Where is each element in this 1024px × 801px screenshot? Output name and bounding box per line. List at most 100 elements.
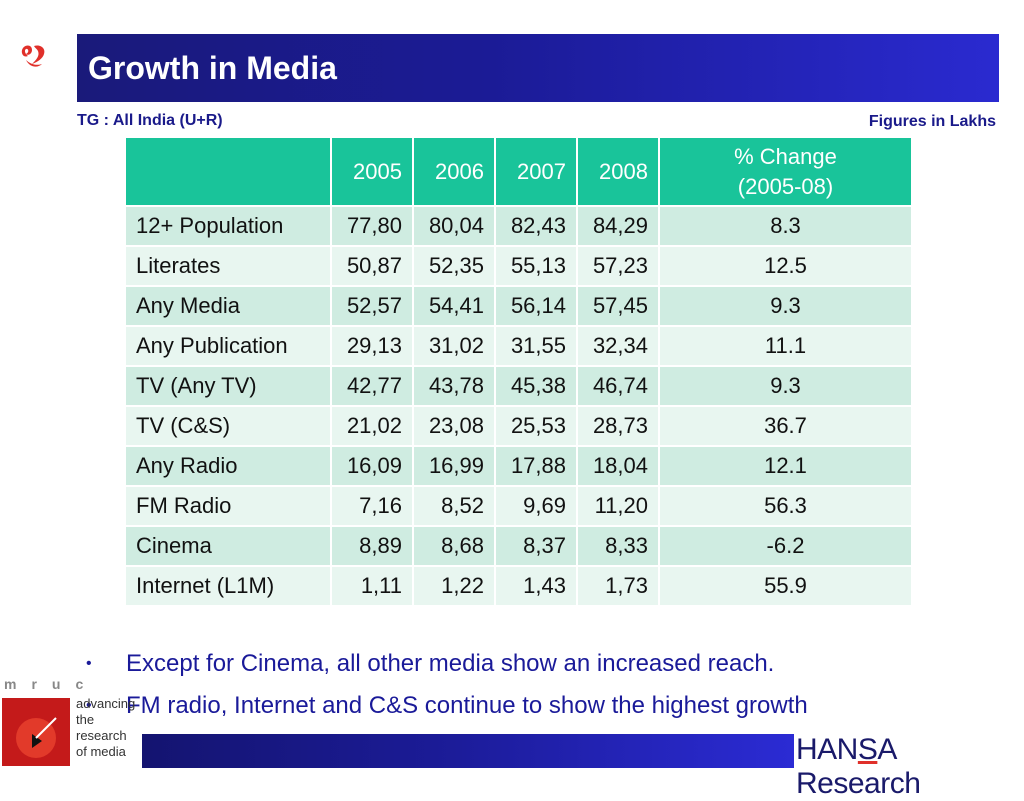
value-cell: 54,41 [412, 285, 496, 327]
value-cell: 52,35 [412, 245, 496, 287]
bullet-list: • Except for Cinema, all other media show… [86, 646, 808, 730]
header-cell: % Change (2005-08) [658, 136, 913, 207]
value-cell: 52,57 [330, 285, 414, 327]
value-cell: 56,14 [494, 285, 578, 327]
value-cell: 8,89 [330, 525, 414, 567]
value-cell: 32,34 [576, 325, 660, 367]
mruc-tagline-line: the [76, 712, 95, 727]
value-cell: 8,68 [412, 525, 496, 567]
header-cell: 2005 [330, 136, 414, 207]
bullet-dot-icon: • [86, 697, 92, 714]
row-label: Internet (L1M) [124, 565, 332, 607]
value-cell: 77,80 [330, 205, 414, 247]
footer-bar [142, 734, 794, 768]
value-cell: 8,33 [576, 525, 660, 567]
mruc-logo-icon [2, 698, 70, 766]
table-row: Any Media 52,57 54,41 56,14 57,45 9.3 [124, 285, 913, 327]
media-growth-table: 2005 2006 2007 2008% Change (2005-08) 12+ Po… [124, 136, 913, 607]
value-cell: 25,53 [494, 405, 578, 447]
row-label: Any Media [124, 285, 332, 327]
value-cell: 11,20 [576, 485, 660, 527]
row-label: TV (Any TV) [124, 365, 332, 407]
table-row: Any Radio 16,09 16,99 17,88 18,04 12.1 [124, 445, 913, 487]
value-cell: 1,22 [412, 565, 496, 607]
value-cell: 17,88 [494, 445, 578, 487]
value-cell: 45,38 [494, 365, 578, 407]
row-label: Any Publication [124, 325, 332, 367]
table-row: Any Publication 29,13 31,02 31,55 32,34 11.1 [124, 325, 913, 367]
value-cell: 57,23 [576, 245, 660, 287]
value-cell: 28,73 [576, 405, 660, 447]
value-cell: 9,69 [494, 485, 578, 527]
value-cell: 7,16 [330, 485, 414, 527]
header-cell: 2008 [576, 136, 660, 207]
value-cell: 1,43 [494, 565, 578, 607]
value-cell: 43,78 [412, 365, 496, 407]
pct-change-cell: 12.5 [658, 245, 913, 287]
value-cell: 29,13 [330, 325, 414, 367]
bullet-text: FM radio, Internet and C&S continue to s… [126, 692, 808, 719]
row-label: TV (C&S) [124, 405, 332, 447]
value-cell: 42,77 [330, 365, 414, 407]
table-row: Internet (L1M) 1,11 1,22 1,43 1,73 55.9 [124, 565, 913, 607]
header-cell: 2006 [412, 136, 496, 207]
value-cell: 55,13 [494, 245, 578, 287]
mruc-tagline-line: of media [76, 744, 126, 759]
table-row: 12+ Population 77,80 80,04 82,43 84,29 8.3 [124, 205, 913, 247]
bullet-item: • Except for Cinema, all other media show… [86, 646, 808, 688]
mruc-tagline-line: advancing [76, 696, 136, 711]
header-cell: 2007 [494, 136, 578, 207]
target-group-label: TG : All India (U+R) [77, 112, 223, 129]
bullet-dot-icon: • [86, 655, 92, 672]
hansa-part-underlined: S [857, 733, 878, 766]
value-cell: 46,74 [576, 365, 660, 407]
value-cell: 1,73 [576, 565, 660, 607]
table-header-row: 2005 2006 2007 2008% Change (2005-08) [124, 136, 913, 207]
value-cell: 82,43 [494, 205, 578, 247]
table-row: Cinema 8,89 8,68 8,37 8,33 -6.2 [124, 525, 913, 567]
bullet-text: Except for Cinema, all other media show … [126, 650, 775, 677]
row-label: Literates [124, 245, 332, 287]
company-logo-icon [18, 40, 50, 72]
row-label: 12+ Population [124, 205, 332, 247]
value-cell: 84,29 [576, 205, 660, 247]
pct-change-cell: 9.3 [658, 365, 913, 407]
value-cell: 1,11 [330, 565, 414, 607]
value-cell: 23,08 [412, 405, 496, 447]
row-label: Cinema [124, 525, 332, 567]
hansa-part: HAN [796, 733, 858, 766]
row-label: Any Radio [124, 445, 332, 487]
pct-change-cell: -6.2 [658, 525, 913, 567]
table-row: TV (C&S) 21,02 23,08 25,53 28,73 36.7 [124, 405, 913, 447]
value-cell: 31,02 [412, 325, 496, 367]
value-cell: 16,09 [330, 445, 414, 487]
row-label: FM Radio [124, 485, 332, 527]
figures-unit-label: Figures in Lakhs [868, 113, 996, 130]
value-cell: 16,99 [412, 445, 496, 487]
pct-change-cell: 9.3 [658, 285, 913, 327]
table-row: FM Radio 7,16 8,52 9,69 11,20 56.3 [124, 485, 913, 527]
pct-change-cell: 36.7 [658, 405, 913, 447]
mruc-tagline: advancing the research of media [76, 696, 135, 760]
value-cell: 8,52 [412, 485, 496, 527]
bullet-item: • FM radio, Internet and C&S continue to … [86, 688, 808, 730]
value-cell: 8,37 [494, 525, 578, 567]
table-row: TV (Any TV) 42,77 43,78 45,38 46,74 9.3 [124, 365, 913, 407]
pct-change-cell: 56.3 [658, 485, 913, 527]
pct-change-cell: 11.1 [658, 325, 913, 367]
value-cell: 31,55 [494, 325, 578, 367]
mruc-branding: mruc advancing the research of media [0, 676, 140, 768]
hansa-research-logo: HANSA Research [796, 733, 1024, 801]
table-body: 12+ Population 77,80 80,04 82,43 84,29 8.3 Lit… [124, 205, 913, 607]
mruc-tagline-line: research [76, 728, 127, 743]
pct-change-cell: 12.1 [658, 445, 913, 487]
pct-change-cell: 8.3 [658, 205, 913, 247]
value-cell: 57,45 [576, 285, 660, 327]
page-title: Growth in Media [88, 50, 337, 86]
pct-change-cell: 55.9 [658, 565, 913, 607]
value-cell: 80,04 [412, 205, 496, 247]
title-bar: Growth in Media [77, 34, 999, 102]
header-cell-blank [124, 136, 332, 207]
value-cell: 50,87 [330, 245, 414, 287]
mruc-letters: mruc [4, 676, 99, 692]
